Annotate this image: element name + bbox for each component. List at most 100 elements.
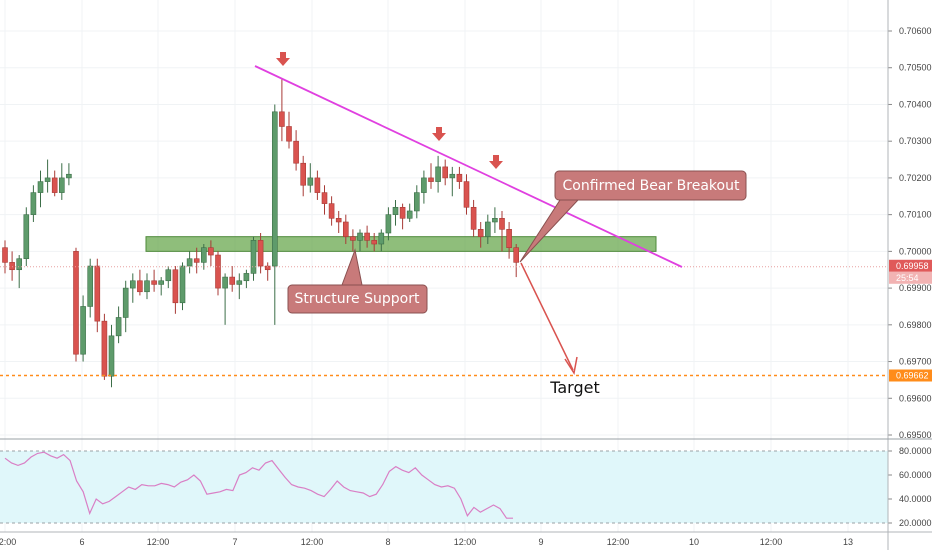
candle-down bbox=[328, 203, 335, 219]
candle-down bbox=[172, 269, 179, 304]
candle-down bbox=[342, 221, 349, 237]
candle-down bbox=[257, 240, 264, 267]
candle-down bbox=[314, 177, 321, 193]
support-callout-label: Structure Support bbox=[295, 291, 420, 307]
candle-down bbox=[9, 262, 15, 271]
candle-down bbox=[193, 258, 200, 263]
support-zone-band bbox=[145, 236, 657, 252]
candle-down bbox=[428, 177, 434, 182]
time-tick-label: 13 bbox=[843, 537, 853, 547]
candle-down bbox=[151, 280, 157, 285]
rsi-pane: 80.0000 60.0000 40.0000 20.0000 bbox=[0, 446, 932, 528]
candle-up bbox=[58, 177, 65, 193]
current-price-tag bbox=[889, 259, 932, 272]
candle-down bbox=[293, 140, 299, 164]
candle-up bbox=[222, 276, 228, 289]
breakout-callout-label: Confirmed Bear Breakout bbox=[563, 178, 740, 194]
target-price-tag bbox=[889, 369, 932, 382]
candle-down bbox=[229, 276, 235, 285]
price-tick-label: 0.69900 bbox=[899, 283, 932, 293]
candle-down bbox=[51, 177, 58, 193]
candle-down bbox=[442, 166, 449, 179]
price-tick-label: 0.70600 bbox=[899, 26, 932, 36]
rsi-tick-label: 80.0000 bbox=[899, 446, 932, 456]
candle-up bbox=[435, 166, 441, 182]
price-tick-label: 0.69500 bbox=[899, 430, 932, 440]
target-projection-line bbox=[520, 262, 574, 371]
current-price-value: 0.69958 bbox=[896, 261, 929, 271]
grid bbox=[0, 0, 888, 532]
rsi-tick-label: 20.0000 bbox=[899, 518, 932, 528]
target-label: Target bbox=[549, 378, 600, 397]
candle-up bbox=[87, 265, 93, 307]
candle-up bbox=[357, 232, 363, 241]
candle-up bbox=[144, 280, 150, 293]
candle-up bbox=[16, 258, 23, 271]
candle-up bbox=[186, 258, 193, 267]
candle-down bbox=[456, 173, 463, 182]
candle-up bbox=[307, 177, 314, 186]
time-tick-label: 12:00 bbox=[147, 537, 170, 547]
lower-high-marker-icon bbox=[489, 155, 503, 169]
price-tick-label: 0.69800 bbox=[899, 320, 932, 330]
candle-down bbox=[513, 247, 520, 263]
candle-up bbox=[250, 240, 257, 274]
candle-up bbox=[179, 265, 186, 304]
candle-up bbox=[492, 218, 498, 223]
candle-down bbox=[477, 229, 484, 237]
price-tick-label: 0.70000 bbox=[899, 246, 932, 256]
candle-up bbox=[243, 273, 250, 282]
rsi-tick-label: 60.0000 bbox=[899, 470, 932, 480]
time-tick-label: 12:00 bbox=[607, 537, 630, 547]
time-tick-label: 12:00 bbox=[760, 537, 783, 547]
candle-down bbox=[286, 126, 292, 142]
target-price-value: 0.69662 bbox=[896, 371, 929, 381]
candle-down bbox=[300, 162, 307, 186]
price-tick-label: 0.70100 bbox=[899, 210, 932, 220]
candle-down bbox=[215, 254, 221, 289]
candle-up bbox=[66, 173, 72, 179]
time-tick-label: 8 bbox=[385, 537, 390, 547]
target-arrowhead-icon bbox=[564, 356, 578, 375]
candle-up bbox=[37, 181, 44, 193]
candle-up bbox=[421, 177, 427, 193]
time-tick-label: 12:00 bbox=[454, 537, 477, 547]
candle-up bbox=[122, 287, 129, 318]
candle-up bbox=[23, 214, 30, 260]
candle-up bbox=[406, 210, 413, 219]
rsi-line bbox=[4, 451, 513, 519]
rsi-tick-label: 40.0000 bbox=[899, 494, 932, 504]
time-axis: 12:00 6 12:00 7 12:00 8 12:00 9 12:00 10 12:00 13 bbox=[0, 531, 932, 547]
candle-up bbox=[385, 214, 392, 234]
time-tick-label: 12:00 bbox=[0, 537, 16, 547]
candle-up bbox=[165, 269, 172, 282]
candle-up bbox=[130, 280, 136, 289]
candle-down bbox=[364, 232, 370, 241]
candle-down bbox=[279, 111, 285, 127]
candle-down bbox=[264, 265, 271, 271]
time-tick-label: 10 bbox=[689, 537, 699, 547]
candle-up bbox=[378, 232, 385, 245]
candle-down bbox=[499, 218, 505, 230]
candle-up bbox=[271, 111, 278, 267]
time-tick-label: 6 bbox=[79, 537, 84, 547]
candle-up bbox=[484, 221, 491, 237]
time-tick-label: 12:00 bbox=[301, 537, 324, 547]
candle-up bbox=[449, 173, 456, 179]
price-tick-label: 0.70500 bbox=[899, 63, 932, 73]
candle-up bbox=[158, 280, 164, 285]
candle-down bbox=[94, 265, 101, 322]
lower-high-marker-icon bbox=[432, 127, 446, 141]
price-tick-label: 0.69600 bbox=[899, 393, 932, 403]
countdown-tag bbox=[889, 271, 932, 284]
price-tick-label: 0.70400 bbox=[899, 99, 932, 109]
candle-down bbox=[137, 280, 143, 293]
time-tick-label: 9 bbox=[538, 537, 543, 547]
candle-down bbox=[463, 181, 470, 208]
candle-down bbox=[399, 206, 406, 219]
support-zone bbox=[145, 236, 657, 252]
candle-up bbox=[413, 192, 420, 212]
candle-down bbox=[73, 251, 79, 355]
